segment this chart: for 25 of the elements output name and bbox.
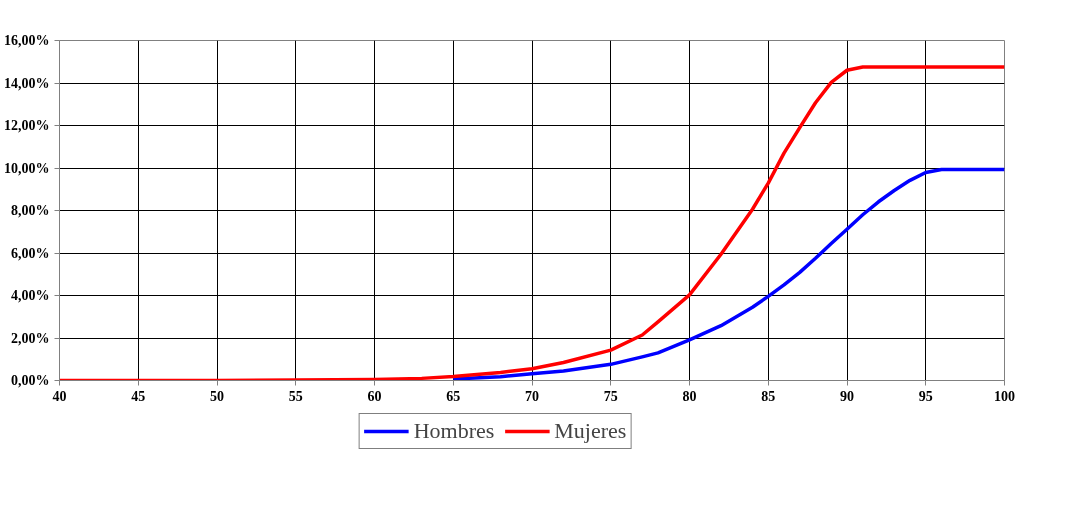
- x-tick-label: 70: [525, 388, 539, 404]
- x-tick-label: 100: [994, 388, 1015, 404]
- x-tick-label: 90: [840, 388, 854, 404]
- y-tick-label: 2,00%: [11, 330, 50, 346]
- x-tick-label: 65: [446, 388, 461, 404]
- x-tick-label: 75: [603, 388, 618, 404]
- x-tick-label: 80: [682, 388, 697, 404]
- x-tick-label: 85: [761, 388, 776, 404]
- x-tick-label: 55: [288, 388, 303, 404]
- y-tick-label: 0,00%: [11, 373, 50, 388]
- x-tick-label: 95: [918, 388, 933, 404]
- line-series: [451, 167, 1005, 381]
- legend-label: Mujeres: [554, 417, 627, 444]
- y-tick-label: 16,00%: [4, 33, 50, 48]
- y-tick-label: 10,00%: [4, 160, 50, 176]
- x-tick-label: 40: [52, 388, 67, 404]
- x-tick-label: 45: [131, 388, 146, 404]
- y-tick-label: 8,00%: [11, 203, 50, 218]
- x-tick-label: 60: [367, 388, 382, 404]
- y-tick-label: 12,00%: [4, 118, 50, 133]
- y-tick-label: 4,00%: [11, 288, 50, 303]
- legend-label: Hombres: [413, 417, 495, 444]
- y-tick-label: 6,00%: [11, 245, 50, 261]
- x-tick-label: 50: [210, 388, 224, 404]
- y-tick-label: 14,00%: [4, 75, 50, 91]
